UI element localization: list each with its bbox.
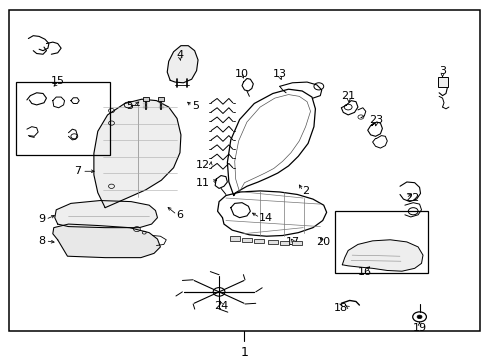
Text: 18: 18 (333, 303, 347, 312)
Text: 20: 20 (315, 237, 329, 247)
Text: 8: 8 (38, 236, 45, 246)
Text: 10: 10 (235, 69, 248, 79)
Text: 14: 14 (259, 213, 273, 223)
Bar (267, 240, 277, 244)
Text: 7: 7 (74, 166, 81, 176)
Text: 13: 13 (272, 69, 286, 79)
Text: 11: 11 (196, 178, 210, 188)
Text: 4: 4 (176, 50, 183, 60)
Text: 23: 23 (369, 114, 383, 125)
Bar (254, 239, 264, 243)
Bar (16, 82, 110, 155)
Text: 17: 17 (285, 237, 299, 247)
Text: 3: 3 (438, 66, 445, 76)
Circle shape (416, 315, 421, 319)
Bar (437, 77, 447, 87)
Text: 22: 22 (404, 193, 418, 203)
Polygon shape (53, 224, 160, 258)
Text: 16: 16 (357, 267, 371, 277)
Polygon shape (342, 240, 422, 271)
Polygon shape (167, 46, 198, 83)
Text: 21: 21 (341, 91, 355, 102)
Bar (142, 97, 148, 101)
Bar (279, 241, 289, 246)
Text: 5: 5 (126, 101, 133, 111)
Text: 15: 15 (51, 76, 64, 86)
Bar (242, 238, 251, 242)
Text: 2: 2 (302, 186, 309, 196)
Polygon shape (55, 201, 157, 228)
Text: 1: 1 (240, 346, 248, 359)
Text: 19: 19 (412, 323, 426, 333)
Text: 5: 5 (192, 101, 199, 111)
Polygon shape (94, 99, 181, 208)
Bar (229, 236, 239, 240)
Text: 12: 12 (196, 160, 210, 170)
Text: 24: 24 (213, 301, 228, 311)
Text: 6: 6 (176, 210, 183, 220)
Bar (292, 240, 302, 245)
Text: 9: 9 (38, 215, 45, 224)
Bar (158, 97, 164, 101)
Bar (334, 211, 427, 273)
